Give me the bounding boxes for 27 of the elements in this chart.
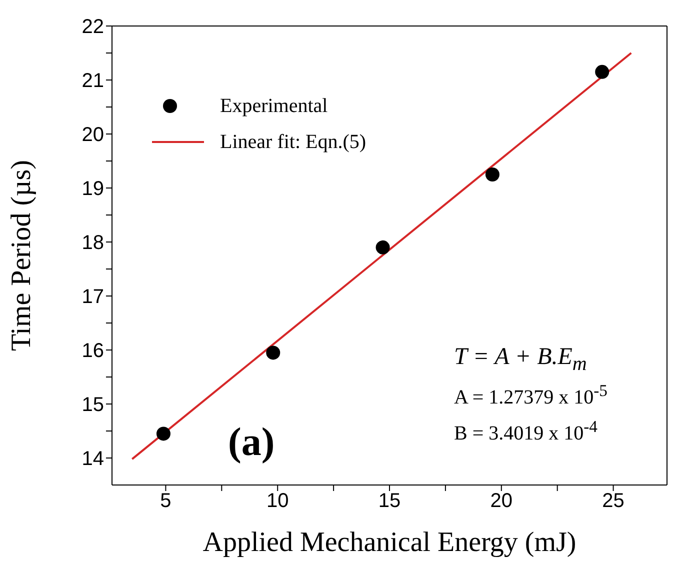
x-tick-label: 15 <box>378 490 401 512</box>
y-axis-title: Time Period (µs) <box>6 160 37 351</box>
y-tick-label: 18 <box>82 232 104 254</box>
y-tick-label: 22 <box>82 16 104 38</box>
point <box>156 426 170 441</box>
legend-label: Linear fit: Eqn.(5) <box>220 130 366 154</box>
annotation: (a) <box>228 419 275 464</box>
y-tick-label: 20 <box>82 124 104 146</box>
y-tick-label: 15 <box>82 394 104 416</box>
y-tick-label: 14 <box>82 448 104 470</box>
x-tick-label: 25 <box>602 490 624 512</box>
annotation: T = A + B.E$_{m}$ <box>454 344 587 375</box>
annotation: B = 3.4019 x 10$^{-4}$ <box>454 417 598 445</box>
y-tick-label: 19 <box>82 178 104 200</box>
point <box>376 240 390 254</box>
y-tick-label: 21 <box>82 70 104 92</box>
y-tick-label: 16 <box>82 340 104 362</box>
x-tick-label: 5 <box>160 490 172 512</box>
x-tick-label: 10 <box>266 490 289 512</box>
point <box>485 168 500 182</box>
x-tick-label: 20 <box>490 490 513 512</box>
x-axis-title: Applied Mechanical Energy (mJ) <box>202 527 576 558</box>
y-tick-label: 17 <box>82 286 104 308</box>
point <box>266 346 280 360</box>
legend-label: Experimental <box>220 94 328 118</box>
point <box>595 64 610 79</box>
annotation: A = 1.27379 x 10$^{-5}$ <box>454 381 608 409</box>
